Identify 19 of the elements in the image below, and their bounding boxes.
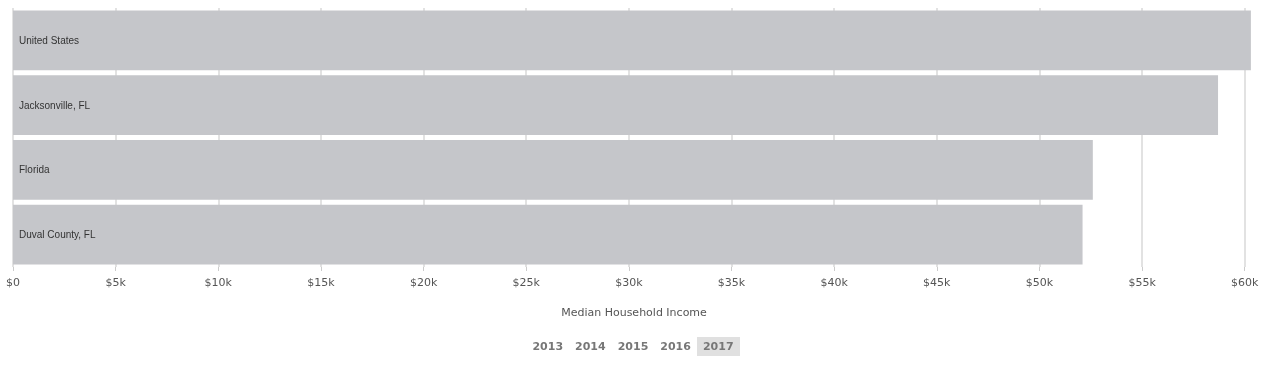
year-selector: 2013 2014 2015 2016 2017: [0, 337, 1266, 356]
y-tick-label: Duval County, FL: [19, 229, 96, 241]
x-tick-label: $35k: [717, 276, 746, 289]
x-tick-label: $55k: [1128, 276, 1157, 289]
y-tick-label: Jacksonville, FL: [19, 99, 91, 111]
x-tick-label: $45k: [923, 276, 952, 289]
x-tick-label: $0: [6, 276, 20, 289]
x-tick-label: $50k: [1025, 276, 1054, 289]
x-tick-label: $5k: [105, 276, 127, 289]
x-tick-label: $30k: [615, 276, 644, 289]
x-tick-label: $25k: [512, 276, 541, 289]
x-tick-label: $20k: [409, 276, 438, 289]
x-tick-label: $40k: [820, 276, 849, 289]
x-tick-label: $15k: [307, 276, 336, 289]
x-tick-label: $60k: [1231, 276, 1260, 289]
y-tick-label: Florida: [19, 164, 50, 176]
y-tick-label: United States: [19, 34, 80, 46]
x-tick-label: $10k: [204, 276, 233, 289]
x-axis-title: Median Household Income: [561, 306, 708, 319]
